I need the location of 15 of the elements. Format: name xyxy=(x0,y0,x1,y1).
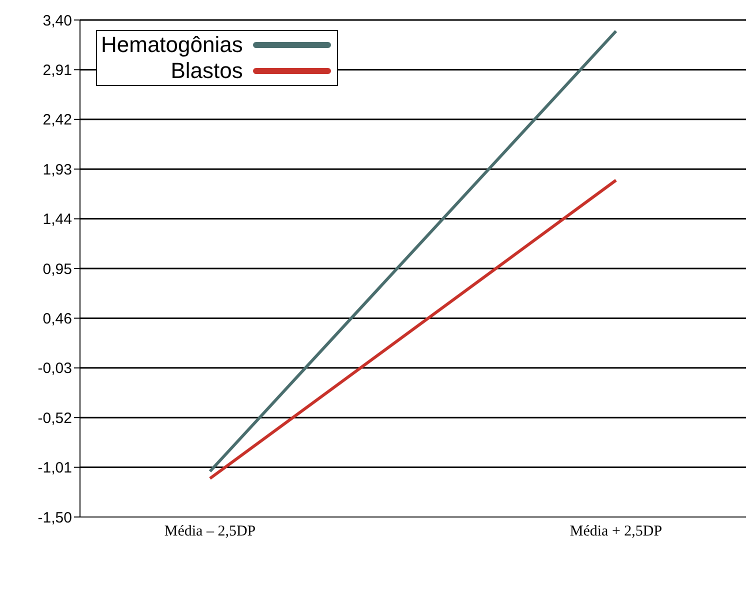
legend-label: Hematogônias xyxy=(101,32,243,58)
x-tick-label: Média + 2,5DP xyxy=(570,524,662,540)
y-tick-label: 0,95 xyxy=(42,260,72,278)
y-tick-label: 0,46 xyxy=(42,310,72,328)
y-tick-label: 2,42 xyxy=(42,112,72,129)
y-tick-label: -1,50 xyxy=(38,509,72,526)
y-tick-label: -1,01 xyxy=(38,460,72,477)
y-tick-label: 3,40 xyxy=(42,12,72,30)
y-tick-label: -0,03 xyxy=(38,360,72,378)
legend-label: Blastos xyxy=(170,58,243,84)
y-tick-label: 1,44 xyxy=(42,211,72,228)
y-tick-label: 1,93 xyxy=(42,161,72,178)
y-tick-label: -0,52 xyxy=(38,410,72,427)
y-tick-label: 2,91 xyxy=(42,62,72,80)
x-tick-label: Média – 2,5DP xyxy=(164,524,256,540)
